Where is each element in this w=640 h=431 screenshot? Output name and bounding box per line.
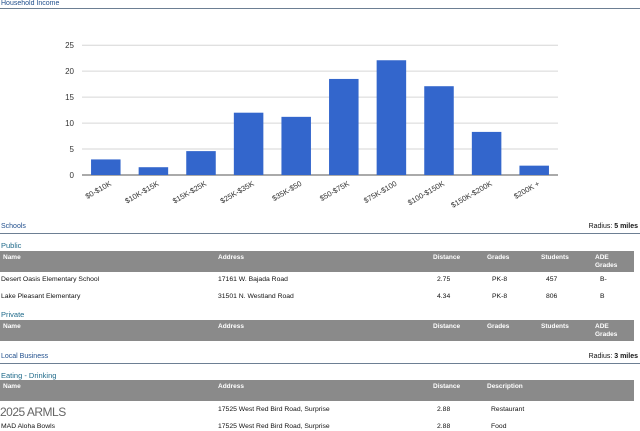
school-students: 806	[546, 293, 558, 300]
col-address: Address	[218, 383, 245, 390]
public-schools-label: Public	[1, 241, 22, 250]
bar	[91, 159, 121, 175]
col-name: Name	[3, 254, 21, 261]
x-tick-label: $75K-$100	[362, 179, 398, 205]
x-tick-label: $200K +	[512, 179, 541, 201]
schools-radius: Radius: 5 miles	[588, 223, 638, 230]
col-address: Address	[218, 323, 245, 330]
public-schools-header-row: Name Address Distance Grades Students AD…	[0, 251, 634, 272]
x-tick-label: $35K-$50	[271, 179, 304, 203]
eating-drinking-label: Eating - Drinking	[1, 371, 57, 380]
school-grades: PK-8	[492, 276, 508, 283]
household-income-title: Household Income	[1, 0, 60, 7]
bar	[519, 165, 549, 175]
y-tick-label: 15	[65, 93, 74, 102]
x-tick-label: $15K-$25K	[171, 179, 208, 206]
col-description: Description	[487, 383, 523, 390]
bar	[329, 78, 359, 175]
business-description: Food	[491, 423, 507, 430]
col-ade-grades: ADE Grades	[595, 323, 618, 338]
local-business-title: Local Business	[1, 353, 49, 360]
col-ade-grades: ADE Grades	[595, 254, 618, 269]
col-distance: Distance	[433, 383, 461, 390]
business-address: 17525 West Red Bird Road, Surprise	[218, 423, 330, 430]
x-tick-label: $25K-$35K	[219, 179, 256, 206]
y-tick-label: 20	[65, 67, 74, 76]
school-students: 457	[546, 276, 558, 283]
school-distance: 2.75	[437, 276, 451, 283]
private-schools-header-row: Name Address Distance Grades Students AD…	[0, 320, 634, 341]
school-address: 17161 W. Bajada Road	[218, 276, 288, 283]
schools-header: Schools Radius: 5 miles	[0, 223, 640, 234]
school-grades: PK-8	[492, 293, 508, 300]
school-name: Desert Oasis Elementary School	[1, 276, 100, 283]
x-tick-label: $10K-$15K	[123, 179, 160, 206]
school-ade-grade: B-	[600, 276, 607, 283]
col-students: Students	[541, 254, 569, 261]
business-distance: 2.88	[437, 423, 451, 430]
col-distance: Distance	[433, 254, 461, 261]
local-business-radius: Radius: 3 miles	[588, 353, 638, 360]
col-name: Name	[3, 383, 21, 390]
bar	[376, 60, 407, 175]
col-address: Address	[218, 254, 245, 261]
x-tick-label: $100-$150K	[406, 179, 446, 207]
school-ade-grade: B	[600, 293, 605, 300]
business-address: 17525 West Red Bird Road, Surprise	[218, 406, 330, 413]
school-distance: 4.34	[437, 293, 451, 300]
bar	[471, 131, 502, 175]
col-distance: Distance	[433, 323, 461, 330]
bar	[424, 86, 454, 175]
y-tick-label: 5	[70, 145, 75, 154]
household-income-chart: 0 5 10 15 20 25 $0-$10K $10K-$15K $15K-$25K $25K-…	[65, 41, 558, 210]
y-tick-label: 10	[65, 119, 74, 128]
business-name: MAD Aloha Bowls	[1, 423, 56, 430]
x-tick-label: $50-$75K	[318, 179, 351, 203]
business-distance: 2.88	[437, 406, 451, 413]
col-students: Students	[541, 323, 569, 330]
x-tick-label: $150K-$200K	[449, 179, 493, 210]
local-business-header: Local Business Radius: 3 miles	[0, 353, 640, 364]
private-schools-label: Private	[1, 310, 25, 319]
watermark: 2025 ARMLS	[0, 405, 66, 419]
bar	[186, 151, 216, 175]
eating-drinking-header-row: Name Address Distance Description	[0, 380, 634, 401]
bar	[138, 167, 169, 175]
household-income-header: Household Income	[0, 0, 640, 9]
business-description: Restaurant	[491, 406, 525, 413]
schools-title: Schools	[1, 223, 26, 230]
x-tick-label: $0-$10K	[84, 179, 113, 201]
col-name: Name	[3, 323, 21, 330]
y-tick-label: 0	[70, 171, 75, 180]
bar	[281, 116, 311, 175]
col-grades: Grades	[487, 323, 510, 330]
bar	[233, 112, 264, 175]
col-grades: Grades	[487, 254, 510, 261]
school-name: Lake Pleasant Elementary	[1, 293, 81, 300]
y-tick-label: 25	[65, 41, 74, 50]
school-address: 31501 N. Westland Road	[218, 293, 294, 300]
